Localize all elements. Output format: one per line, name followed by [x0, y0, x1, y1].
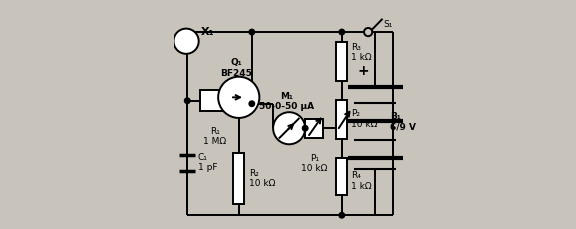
Circle shape — [339, 29, 344, 35]
Text: R₄
1 kΩ: R₄ 1 kΩ — [351, 171, 372, 191]
Bar — [200, 90, 230, 111]
Circle shape — [218, 77, 259, 118]
Circle shape — [339, 213, 344, 218]
Circle shape — [302, 125, 308, 131]
Circle shape — [173, 29, 199, 54]
Text: B₁
6/9 V: B₁ 6/9 V — [390, 112, 416, 131]
Text: P₁
10 kΩ: P₁ 10 kΩ — [301, 154, 328, 173]
Text: R₁
1 MΩ: R₁ 1 MΩ — [203, 127, 226, 147]
Circle shape — [273, 112, 305, 144]
Bar — [233, 153, 244, 204]
Text: +: + — [358, 64, 369, 78]
Bar — [336, 100, 347, 139]
Text: M₁
50-0-50 μA: M₁ 50-0-50 μA — [259, 92, 314, 111]
Text: C₁
1 pF: C₁ 1 pF — [198, 153, 217, 172]
Text: P₂
10 kΩ: P₂ 10 kΩ — [351, 109, 377, 129]
Circle shape — [249, 29, 255, 35]
Bar — [305, 119, 324, 138]
Text: Q₁
BF245: Q₁ BF245 — [221, 58, 252, 78]
Text: R₃
1 kΩ: R₃ 1 kΩ — [351, 43, 372, 62]
Circle shape — [184, 98, 190, 104]
Bar — [336, 42, 347, 81]
Circle shape — [249, 101, 255, 106]
Text: R₂
10 kΩ: R₂ 10 kΩ — [249, 169, 275, 188]
Bar — [336, 158, 347, 195]
Circle shape — [364, 28, 372, 36]
Text: X₁: X₁ — [201, 27, 214, 37]
Text: S₁: S₁ — [383, 19, 392, 29]
